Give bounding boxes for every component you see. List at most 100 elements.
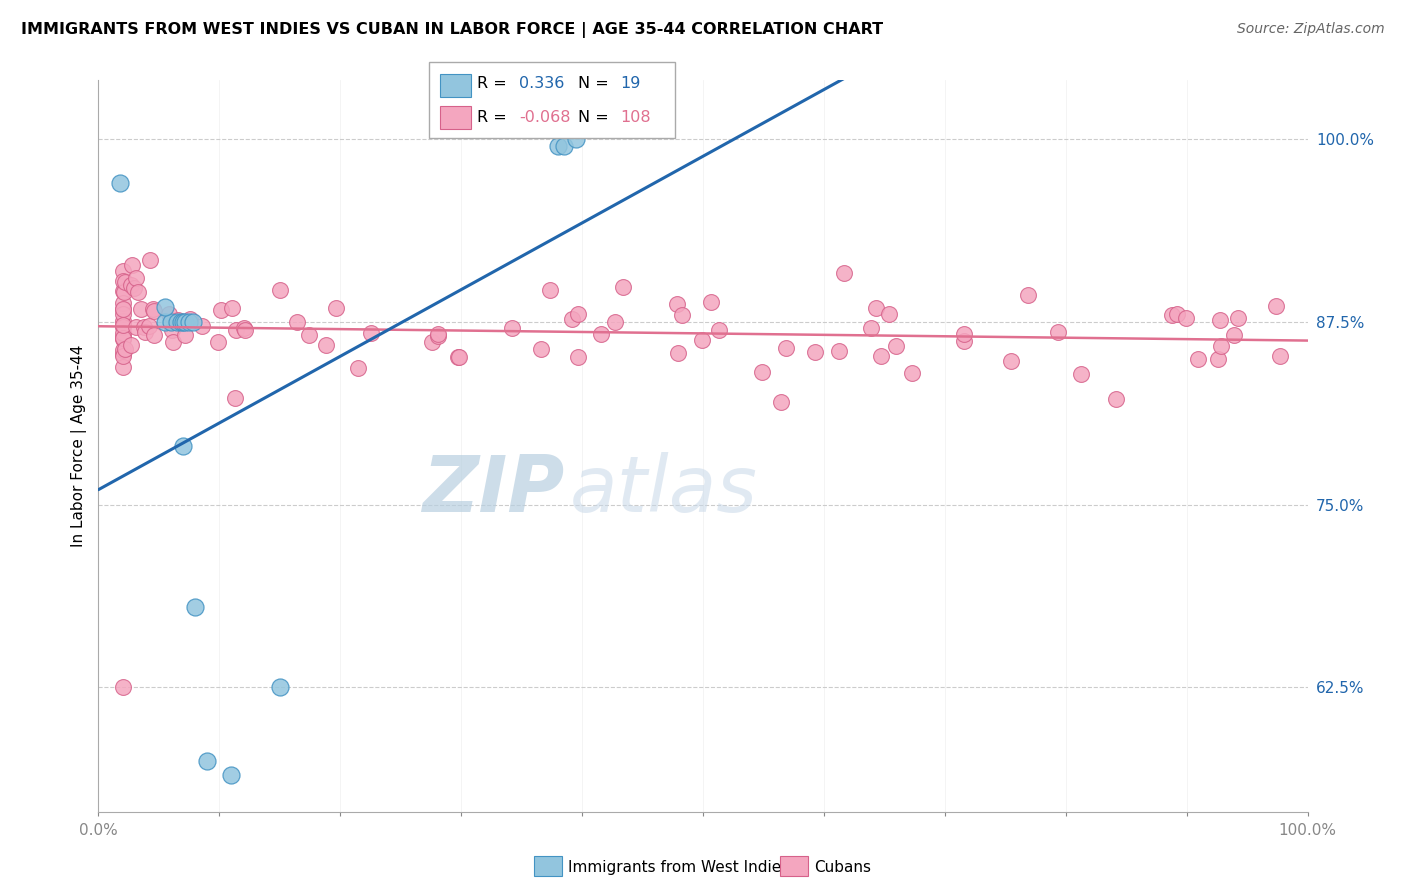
Point xyxy=(111,343,134,357)
Point xyxy=(209,302,232,317)
Point xyxy=(221,301,243,315)
Point xyxy=(191,318,214,333)
Point xyxy=(225,323,247,337)
Point xyxy=(132,319,155,334)
Point xyxy=(1017,288,1039,302)
Point xyxy=(538,283,561,297)
Point xyxy=(111,295,134,310)
Point xyxy=(173,328,195,343)
Point xyxy=(865,301,887,315)
Point xyxy=(360,326,382,341)
Point xyxy=(207,334,229,349)
Point xyxy=(108,176,131,190)
Point xyxy=(167,313,190,327)
Point xyxy=(111,359,134,374)
Point xyxy=(347,360,370,375)
Point xyxy=(142,301,165,316)
Point xyxy=(561,311,583,326)
Point xyxy=(233,321,256,335)
Point xyxy=(157,307,180,321)
Point xyxy=(224,391,246,405)
Point xyxy=(1000,354,1022,368)
Point xyxy=(269,681,291,695)
Point xyxy=(111,319,134,334)
Point xyxy=(952,334,974,348)
Point xyxy=(1211,339,1233,353)
Point xyxy=(860,321,883,335)
Point xyxy=(111,347,134,361)
Point xyxy=(179,315,201,329)
Point xyxy=(665,297,688,311)
Point xyxy=(1161,308,1184,322)
Point xyxy=(129,302,152,317)
Point xyxy=(1187,352,1209,367)
Point xyxy=(143,327,166,342)
Point xyxy=(111,274,134,288)
Point xyxy=(120,278,142,293)
Point xyxy=(195,754,218,768)
Point xyxy=(827,344,849,359)
Point xyxy=(125,320,148,334)
Point xyxy=(692,333,714,347)
Point xyxy=(221,768,243,782)
Point xyxy=(567,350,589,364)
Point xyxy=(420,334,443,349)
Point xyxy=(666,345,689,359)
Point xyxy=(139,253,162,268)
Point xyxy=(153,315,176,329)
Point xyxy=(751,365,773,379)
Point xyxy=(325,301,347,315)
Point xyxy=(111,332,134,346)
Text: IMMIGRANTS FROM WEST INDIES VS CUBAN IN LABOR FORCE | AGE 35-44 CORRELATION CHAR: IMMIGRANTS FROM WEST INDIES VS CUBAN IN … xyxy=(21,22,883,38)
Y-axis label: In Labor Force | Age 35-44: In Labor Force | Age 35-44 xyxy=(72,345,87,547)
Point xyxy=(125,271,148,285)
Point xyxy=(111,681,134,695)
Point xyxy=(877,307,900,321)
Point xyxy=(769,395,792,409)
Point xyxy=(449,350,471,364)
Text: R =: R = xyxy=(477,111,512,125)
Point xyxy=(287,315,309,329)
Point xyxy=(138,318,160,333)
Point xyxy=(1206,351,1229,366)
Point xyxy=(1070,368,1092,382)
Point xyxy=(111,301,134,316)
Point xyxy=(1105,392,1128,406)
Text: ZIP: ZIP xyxy=(422,452,564,528)
Point xyxy=(111,331,134,345)
Point xyxy=(547,139,569,153)
Point xyxy=(315,337,337,351)
Point xyxy=(953,326,976,341)
Point xyxy=(269,284,291,298)
Text: Cubans: Cubans xyxy=(814,860,872,874)
Point xyxy=(143,303,166,318)
Text: atlas: atlas xyxy=(569,452,758,528)
Point xyxy=(530,343,553,357)
Text: N =: N = xyxy=(578,77,614,91)
Point xyxy=(1174,310,1197,325)
Point xyxy=(612,280,634,294)
Point xyxy=(114,343,136,357)
Point xyxy=(111,318,134,332)
Point xyxy=(603,315,626,329)
Point xyxy=(1227,310,1250,325)
Point xyxy=(1265,299,1288,313)
Text: 0.336: 0.336 xyxy=(519,77,564,91)
Point xyxy=(1047,325,1070,339)
Point xyxy=(298,328,321,343)
Text: 108: 108 xyxy=(620,111,651,125)
Point xyxy=(112,285,135,299)
Point xyxy=(1209,312,1232,326)
Point xyxy=(166,315,188,329)
Point xyxy=(869,349,891,363)
Point xyxy=(501,321,523,335)
Point xyxy=(184,599,207,614)
Text: R =: R = xyxy=(477,77,512,91)
Point xyxy=(553,139,575,153)
Text: N =: N = xyxy=(578,111,614,125)
Point xyxy=(1223,328,1246,343)
Point xyxy=(181,315,204,329)
Point xyxy=(120,338,142,352)
Point xyxy=(162,334,184,349)
Point xyxy=(111,330,134,344)
